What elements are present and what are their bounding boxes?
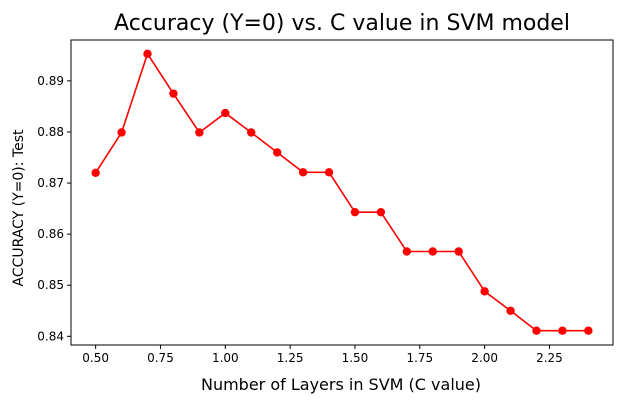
y-tick-label: 0.84 <box>37 329 64 343</box>
x-axis-label: Number of Layers in SVM (C value) <box>201 375 481 394</box>
data-point <box>402 247 412 256</box>
data-point <box>324 168 334 177</box>
data-point <box>272 148 282 157</box>
y-axis-label: ACCURACY (Y=0): Test <box>11 129 27 287</box>
data-point <box>584 326 593 335</box>
data-point <box>117 128 126 137</box>
data-point <box>480 287 489 296</box>
data-point <box>169 89 178 98</box>
x-tick-label: 2.25 <box>536 351 563 365</box>
x-tick-label: 1.25 <box>277 351 304 365</box>
series-line <box>94 52 589 332</box>
x-tick-label: 0.50 <box>82 351 109 365</box>
y-tick-label: 0.89 <box>37 74 64 88</box>
x-tick-label: 1.75 <box>406 351 433 365</box>
x-tick-label: 1.00 <box>212 351 239 365</box>
data-point <box>221 108 230 118</box>
data-point <box>195 128 204 137</box>
data-point <box>376 207 386 217</box>
data-point <box>143 49 152 58</box>
y-tick-label: 0.87 <box>37 176 64 190</box>
x-tick-label: 1.50 <box>342 351 369 365</box>
data-point <box>247 128 256 137</box>
plot-area: 0.50 0.75 1.00 1.25 1.50 1.75 2.00 2.25 0.84 0.85… <box>37 49 593 365</box>
x-tick-label: 0.75 <box>147 351 174 365</box>
data-point <box>454 247 463 256</box>
data-point <box>532 326 541 335</box>
x-tick-label: 2.00 <box>471 351 498 365</box>
data-point <box>298 168 308 177</box>
data-point <box>428 247 437 256</box>
chart-title: Accuracy (Y=0) vs. C value in SVM model <box>114 11 570 36</box>
y-tick-label: 0.86 <box>37 227 64 241</box>
plot-frame <box>70 39 614 346</box>
data-point <box>558 326 567 335</box>
data-point <box>350 207 360 217</box>
y-tick-label: 0.85 <box>37 278 64 292</box>
y-tick-label: 0.88 <box>37 125 64 139</box>
data-point <box>91 168 100 178</box>
data-point <box>506 306 515 315</box>
